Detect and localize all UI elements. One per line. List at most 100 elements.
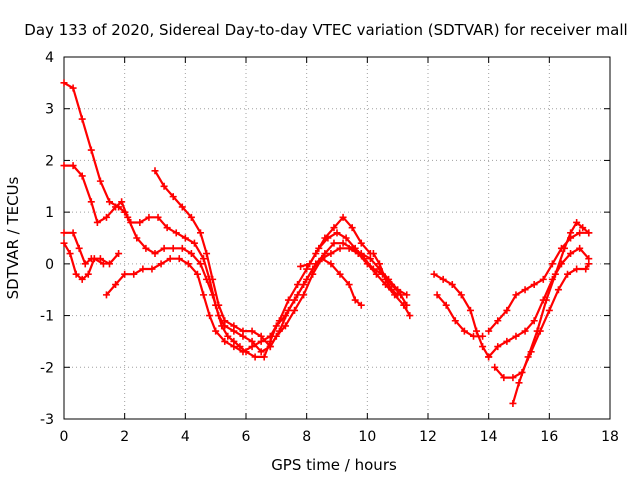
plot-area bbox=[60, 79, 593, 407]
data-point bbox=[339, 239, 347, 247]
data-point bbox=[115, 250, 123, 258]
data-point bbox=[69, 84, 77, 92]
data-point bbox=[87, 146, 95, 154]
x-tick-label: 6 bbox=[242, 429, 251, 445]
data-point bbox=[112, 281, 120, 289]
data-point bbox=[309, 270, 317, 278]
data-point bbox=[60, 162, 68, 170]
series-track1 bbox=[60, 79, 414, 361]
data-point bbox=[479, 332, 487, 340]
data-point bbox=[551, 270, 559, 278]
data-point bbox=[330, 224, 338, 232]
data-point bbox=[248, 343, 256, 351]
data-point bbox=[509, 374, 517, 382]
data-point bbox=[251, 353, 259, 361]
data-point bbox=[430, 270, 438, 278]
data-point bbox=[521, 327, 529, 335]
data-point bbox=[178, 244, 186, 252]
x-tick-label: 14 bbox=[480, 429, 498, 445]
x-tick-label: 12 bbox=[419, 429, 437, 445]
data-point bbox=[512, 291, 520, 299]
data-point bbox=[166, 255, 174, 263]
data-point bbox=[160, 244, 168, 252]
data-point bbox=[239, 327, 247, 335]
y-tick-label: 0 bbox=[45, 257, 54, 273]
data-point bbox=[382, 275, 390, 283]
data-point bbox=[567, 229, 575, 237]
data-point bbox=[530, 281, 538, 289]
data-point bbox=[369, 250, 377, 258]
data-point bbox=[351, 296, 359, 304]
axis-ticks bbox=[63, 56, 611, 420]
data-point bbox=[190, 239, 198, 247]
data-point bbox=[369, 265, 377, 273]
x-tick-label: 0 bbox=[60, 429, 69, 445]
data-point bbox=[221, 317, 229, 325]
data-point bbox=[403, 291, 411, 299]
data-point bbox=[66, 250, 74, 258]
data-point bbox=[303, 275, 311, 283]
data-point bbox=[503, 337, 511, 345]
series-track3 bbox=[60, 229, 123, 268]
data-point bbox=[78, 115, 86, 123]
y-tick-labels: -3 -2 -1 0 1 2 3 4 bbox=[40, 50, 54, 428]
data-point bbox=[272, 332, 280, 340]
data-point bbox=[175, 255, 183, 263]
data-point bbox=[306, 260, 314, 268]
data-point bbox=[169, 244, 177, 252]
data-point bbox=[473, 327, 481, 335]
data-point bbox=[403, 301, 411, 309]
data-point bbox=[394, 291, 402, 299]
data-point bbox=[333, 229, 341, 237]
data-point bbox=[515, 379, 523, 387]
data-point bbox=[297, 262, 305, 270]
data-point bbox=[75, 244, 83, 252]
data-point bbox=[494, 343, 502, 351]
data-point bbox=[257, 348, 265, 356]
x-axis-label: GPS time / hours bbox=[271, 456, 397, 474]
data-point bbox=[206, 312, 214, 320]
data-point bbox=[121, 270, 129, 278]
data-point bbox=[439, 275, 447, 283]
data-point bbox=[321, 250, 329, 258]
data-point bbox=[87, 198, 95, 206]
data-point bbox=[294, 281, 302, 289]
data-point bbox=[406, 312, 414, 320]
series-track8 bbox=[369, 250, 402, 299]
data-point bbox=[72, 270, 80, 278]
chart-title: Day 133 of 2020, Sidereal Day-to-day VTE… bbox=[24, 21, 627, 39]
data-point bbox=[451, 317, 459, 325]
data-point bbox=[230, 343, 238, 351]
data-point bbox=[84, 270, 92, 278]
data-point bbox=[533, 327, 541, 335]
data-point bbox=[215, 301, 223, 309]
data-point bbox=[564, 270, 572, 278]
data-point bbox=[169, 193, 177, 201]
data-point bbox=[193, 270, 201, 278]
series-track9 bbox=[430, 270, 493, 361]
data-point bbox=[181, 234, 189, 242]
data-point bbox=[275, 317, 283, 325]
data-point bbox=[442, 301, 450, 309]
data-point bbox=[360, 255, 368, 263]
data-point bbox=[266, 332, 274, 340]
data-point bbox=[327, 250, 335, 258]
data-point bbox=[433, 291, 441, 299]
data-point bbox=[336, 244, 344, 252]
data-point bbox=[78, 172, 86, 180]
data-point bbox=[69, 229, 77, 237]
data-point bbox=[470, 332, 477, 340]
data-point bbox=[160, 182, 168, 190]
data-point bbox=[154, 213, 162, 221]
data-point bbox=[324, 234, 332, 242]
data-point bbox=[466, 306, 474, 314]
data-point bbox=[260, 353, 268, 361]
data-point bbox=[291, 306, 299, 314]
data-point bbox=[163, 224, 171, 232]
data-point bbox=[585, 260, 593, 268]
data-point bbox=[257, 332, 265, 340]
x-tick-labels: 0 2 4 6 8 10 12 14 16 18 bbox=[60, 429, 619, 445]
data-point bbox=[60, 229, 68, 237]
data-point bbox=[460, 327, 468, 335]
